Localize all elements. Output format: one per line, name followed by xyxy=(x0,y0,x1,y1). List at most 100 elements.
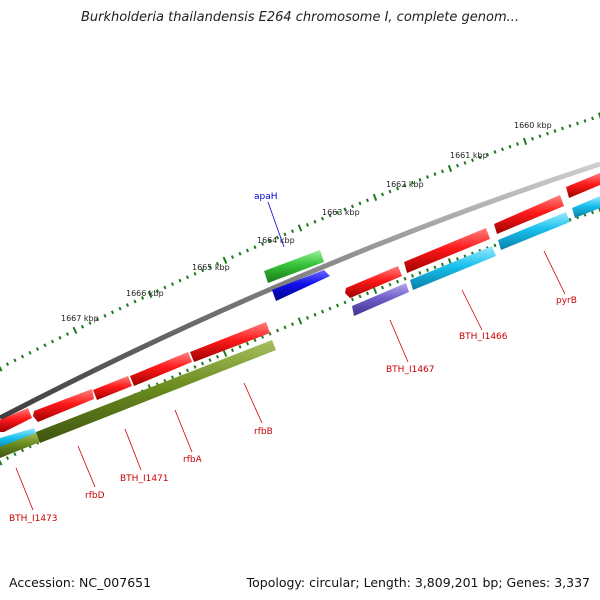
outer-tick-26 xyxy=(193,271,197,276)
gene-red-3[interactable] xyxy=(93,376,132,400)
gene-label-apaH: apaH xyxy=(254,192,278,202)
leader-rfbD xyxy=(77,445,96,488)
outer-tick-57 xyxy=(425,175,430,179)
outer-tick-34 xyxy=(253,245,257,250)
accession-text: Accession: NC_007651 xyxy=(9,575,152,590)
outer-tick-41 xyxy=(305,222,310,227)
gene-label-rfbA: rfbA xyxy=(183,455,203,465)
outer-tick-15 xyxy=(110,310,115,315)
outer-tick-14 xyxy=(103,313,107,318)
gene-olive-1[interactable] xyxy=(0,432,40,458)
outer-tick-71 xyxy=(531,136,534,141)
inner-tick-32 xyxy=(238,344,242,349)
gene-label-rfbB: rfbB xyxy=(254,427,273,437)
inner-tick-58 xyxy=(433,265,437,270)
outer-tick-24 xyxy=(178,278,182,283)
outer-tick-20 xyxy=(147,290,153,299)
outer-tick-8 xyxy=(58,335,62,340)
inner-tick-2 xyxy=(13,452,17,457)
outer-tick-61 xyxy=(456,163,459,168)
gene-red-4[interactable] xyxy=(130,352,192,386)
gene-red-7[interactable] xyxy=(404,228,490,273)
outer-tick-66 xyxy=(493,150,497,154)
outer-tick-38 xyxy=(283,232,287,237)
outer-tick-46 xyxy=(343,207,347,212)
inner-tick-46 xyxy=(343,300,347,305)
gene-red-8[interactable] xyxy=(494,195,564,234)
outer-tick-72 xyxy=(538,134,542,138)
outer-tick-77 xyxy=(576,121,579,126)
inner-tick-61 xyxy=(456,257,459,261)
gene-cyan-4[interactable] xyxy=(572,196,600,218)
leader-BTH_I1467 xyxy=(389,319,409,363)
outer-tick-0 xyxy=(0,365,3,372)
inner-tick-34 xyxy=(253,338,257,343)
inner-tick-28 xyxy=(208,358,212,363)
kbp-label-1665: 1665 kbp xyxy=(192,263,230,272)
outer-tick-49 xyxy=(365,198,370,203)
outer-tick-5 xyxy=(35,347,40,351)
outer-tick-28 xyxy=(208,265,212,269)
inner-tick-57 xyxy=(425,268,430,273)
outer-tick-22 xyxy=(163,285,167,290)
inner-tick-1 xyxy=(5,456,10,460)
inner-tick-37 xyxy=(275,328,280,333)
outer-tick-74 xyxy=(553,129,557,133)
leader-BTH_I1466 xyxy=(461,289,483,331)
outer-tick-25 xyxy=(185,275,190,280)
outer-tick-3 xyxy=(20,354,25,359)
outer-tick-64 xyxy=(478,155,482,160)
inner-tick-26 xyxy=(193,365,197,369)
gene-label-BTH_I1471: BTH_I1471 xyxy=(120,474,169,484)
gene-red-1[interactable] xyxy=(0,408,32,432)
outer-tick-45 xyxy=(335,210,340,215)
inner-tick-53 xyxy=(395,279,400,284)
gene-red-9[interactable] xyxy=(566,173,600,198)
inner-tick-31 xyxy=(230,348,235,352)
gene-label-BTH_I1466: BTH_I1466 xyxy=(459,332,508,342)
gene-labels: apaH pyrB BTH_I1466 BTH_I1467 rfbB rfbA … xyxy=(9,192,577,524)
inner-tick-29 xyxy=(215,354,220,359)
leader-BTH_I1471 xyxy=(124,428,142,471)
outer-tick-67 xyxy=(501,147,504,152)
inner-tick-27 xyxy=(200,361,205,366)
outer-tick-42 xyxy=(313,219,317,224)
outer-tick-53 xyxy=(395,186,400,191)
inner-tick-30 xyxy=(222,349,228,358)
outer-tick-68 xyxy=(508,144,512,149)
outer-tick-78 xyxy=(583,119,587,123)
outer-tick-76 xyxy=(568,124,572,128)
gene-purple-1[interactable] xyxy=(352,283,409,316)
inner-tick-24 xyxy=(178,371,182,376)
inner-tick-76 xyxy=(568,217,572,222)
map-title: Burkholderia thailandensis E264 chromoso… xyxy=(80,10,520,25)
forward-strand-genes[interactable] xyxy=(0,173,600,432)
gene-cyan-2[interactable] xyxy=(410,246,496,290)
gene-red-5[interactable] xyxy=(190,322,270,362)
gene-olive-rfbD[interactable] xyxy=(36,340,276,443)
gene-blue-1[interactable] xyxy=(272,270,330,301)
inner-tick-52 xyxy=(388,282,392,287)
gene-label-BTH_I1467: BTH_I1467 xyxy=(386,365,435,375)
topology-text: Topology: circular; Length: 3,809,201 bp… xyxy=(246,575,590,590)
gene-green-apaH[interactable] xyxy=(264,250,324,283)
inner-tick-42 xyxy=(313,312,317,317)
kbp-label-1667: 1667 kbp xyxy=(61,314,99,323)
gene-cyan-3[interactable] xyxy=(498,212,570,250)
outer-tick-55 xyxy=(410,180,415,185)
inner-tick-56 xyxy=(418,271,422,275)
outer-tick-36 xyxy=(268,238,272,243)
leader-pyrB xyxy=(543,250,566,295)
outer-tick-16 xyxy=(118,306,122,311)
inner-tick-33 xyxy=(245,341,250,346)
gene-red-6[interactable] xyxy=(345,266,402,298)
outer-tick-65 xyxy=(486,152,489,157)
inner-tick-3 xyxy=(20,448,25,453)
kbp-tick-ring xyxy=(0,112,600,372)
kbp-label-1660: 1660 kbp xyxy=(514,121,552,130)
outer-tick-31 xyxy=(230,255,235,259)
outer-tick-51 xyxy=(380,192,385,197)
gene-red-2[interactable] xyxy=(33,389,94,422)
reverse-strand-genes[interactable] xyxy=(0,196,600,458)
